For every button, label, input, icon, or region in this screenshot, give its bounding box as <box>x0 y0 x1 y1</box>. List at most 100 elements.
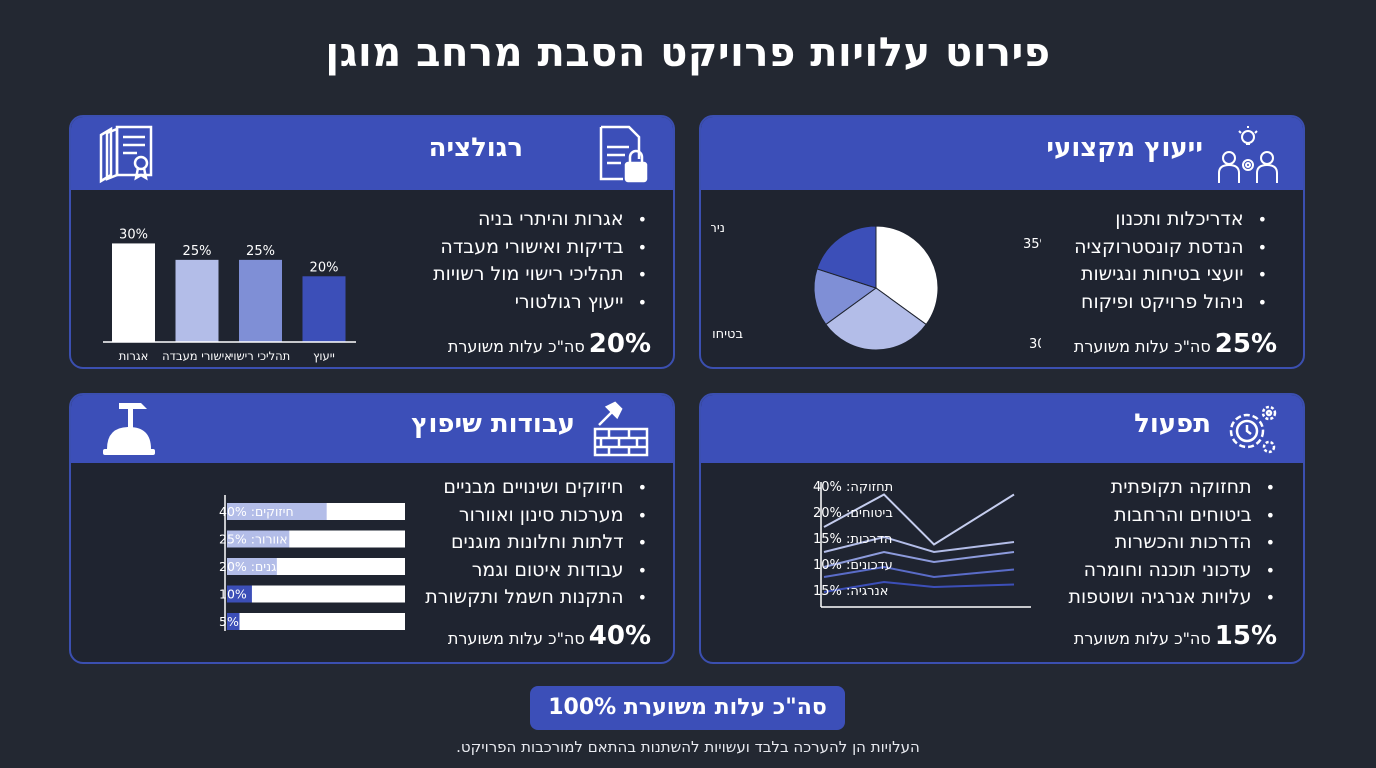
bar-category-label: אגרות <box>119 349 149 363</box>
series-line <box>823 565 1015 579</box>
card-consulting: ייעוץ מקצועי אדריכלות ותכנון הנדסת קונסט… <box>699 115 1305 369</box>
series-line <box>823 493 1015 546</box>
list-item: יועצי בטיחות ונגישות <box>1074 261 1267 289</box>
card-title: רגולציה <box>428 133 523 163</box>
series-label: תחזוקה: 40% <box>813 480 893 495</box>
series-line <box>823 535 1015 554</box>
card-title: עבודות שיפוץ <box>411 409 575 439</box>
bar-value-label: 25% <box>246 244 275 259</box>
consult-total: 25%סה"כ עלות משוערת <box>1074 329 1277 359</box>
line-chart: תחזוקה: 40% ביטוחים: 20% הדרכות: 15% עדכוני… <box>813 480 1031 608</box>
bar <box>239 259 282 342</box>
bar <box>227 503 327 520</box>
bar-value-label: 25% <box>183 244 212 259</box>
list-item: דלתות וחלונות מוגנים <box>425 529 647 557</box>
card-header <box>71 395 673 463</box>
bar-category-label: ייעוץ <box>313 349 335 363</box>
total-percent: 40% <box>588 621 651 651</box>
list-item: אדריכלות ותכנון <box>1074 206 1267 234</box>
pie-label: ניהול פרויקט: 20% <box>711 221 725 236</box>
bar <box>227 613 240 630</box>
bar-category-label: תהליכי רישוי <box>231 349 290 363</box>
total-percent: 15% <box>1214 621 1277 651</box>
bar <box>302 276 346 342</box>
series-line <box>823 550 1015 568</box>
regulation-total: 20%סה"כ עלות משוערת <box>448 329 651 359</box>
pie-label: בטיחות: 15% <box>711 327 743 342</box>
list-item: עבודות איטום וגמר <box>425 557 647 585</box>
bar-track <box>227 585 405 603</box>
card-header <box>701 117 1303 190</box>
bar-category-label: פתחים מוגנים: 20% <box>219 559 328 574</box>
total-percent: 25% <box>1214 329 1277 359</box>
bar <box>227 530 290 548</box>
renovation-list: חיזוקים ושינויים מבניים מערכות סינון ואו… <box>425 474 647 612</box>
consult-list: אדריכלות ותכנון הנדסת קונסטרוקציה יועצי … <box>1074 206 1267 316</box>
list-item: הנדסת קונסטרוקציה <box>1074 234 1267 262</box>
list-item: אגרות והיתרי בניה <box>433 206 647 234</box>
pie-label: אדריכלות: 35% <box>1023 237 1041 252</box>
footnote: העלויות הן להערכה בלבד ועשויות להשתנות ב… <box>456 738 920 756</box>
documents-certificate-icon <box>99 125 153 184</box>
horizontal-bar-chart: חיזוקים: 40% מערכות אוורור: 25% פתחים מוגנ… <box>219 495 405 631</box>
operation-total: 15%סה"כ עלות משוערת <box>1074 621 1277 651</box>
bar-track <box>227 613 405 630</box>
page-title: פירוט עלויות פרויקט הסבת מרחב מוגן <box>325 30 1051 76</box>
bar <box>175 259 219 342</box>
bar-category-label: מערכות אוורור: 25% <box>219 532 333 547</box>
list-item: ייעוץ רגולטורי <box>433 289 647 317</box>
total-label: סה"כ עלות משוערת <box>447 629 585 648</box>
bar-category-label: אישורי מעבדה <box>162 349 232 363</box>
total-percent: 20% <box>588 329 651 359</box>
bar <box>112 243 155 342</box>
pie-label: קונסטרוקציה: 30% <box>1029 337 1041 352</box>
pie-slice <box>816 225 877 289</box>
bar-chart: 30% אגרות 25% אישורי מעבדה 25% תהליכי רישוי 20… <box>103 227 356 363</box>
card-operation: תפעול תחזוקה תקופתית ביטוחים והרחבות הדר… <box>699 393 1305 664</box>
team-gear-lightbulb-icon <box>1218 126 1278 183</box>
locked-document-icon <box>599 125 648 183</box>
regulation-list: אגרות והיתרי בניה בדיקות ואישורי מעבדה ת… <box>433 206 647 316</box>
pie-slice <box>813 268 878 326</box>
list-item: עדכוני תוכנה וחומרה <box>1069 557 1276 585</box>
bar-value-label: 30% <box>119 227 148 242</box>
card-header <box>71 117 673 190</box>
card-renovation: עבודות שיפוץ חיזוקים ושינויים מבניים מער… <box>69 393 675 664</box>
operation-list: תחזוקה תקופתית ביטוחים והרחבות הדרכות וה… <box>1069 474 1276 612</box>
pie-chart: אדריכלות: 35% קונסטרוקציה: 30% בטיחות: 15%… <box>711 221 1041 352</box>
series-label: הדרכות: 15% <box>813 532 892 547</box>
total-label: סה"כ עלות משוערת <box>1073 337 1211 356</box>
renovation-total: 40%סה"כ עלות משוערת <box>448 621 651 651</box>
bar-category-label: חיזוקים: 40% <box>219 504 294 519</box>
list-item: תהליכי רישוי מול רשויות <box>433 261 647 289</box>
bar-value-label: 20% <box>310 260 339 275</box>
list-item: חיזוקים ושינויים מבניים <box>425 474 647 502</box>
series-line <box>823 580 1015 593</box>
bar <box>227 558 277 575</box>
grand-total-badge: סה"כ עלות משוערת 100% <box>530 686 845 730</box>
bar-category-label: עבודות גמר: 10% <box>219 587 317 602</box>
list-item: מערכות סינון ואוורור <box>425 502 647 530</box>
list-item: ניהול פרויקט ופיקוח <box>1074 289 1267 317</box>
pie-slice <box>875 225 939 326</box>
series-label: אנרגיה: 15% <box>813 584 888 599</box>
list-item: הדרכות והכשרות <box>1069 529 1276 557</box>
gears-clock-icon <box>1229 405 1277 454</box>
card-title: ייעוץ מקצועי <box>1046 133 1203 163</box>
total-label: סה"כ עלות משוערת <box>1073 629 1211 648</box>
brick-wall-hammer-icon <box>593 401 649 457</box>
card-regulation: רגולציה אגרות והיתרי בניה בדיקות ואישורי… <box>69 115 675 369</box>
list-item: תחזוקה תקופתית <box>1069 474 1276 502</box>
hardhat-hammer-icon <box>103 403 155 455</box>
list-item: עלויות אנרגיה ושוטפות <box>1069 584 1276 612</box>
series-label: ביטוחים: 20% <box>813 506 893 521</box>
list-item: התקנות חשמל ותקשורת <box>425 584 647 612</box>
list-item: ביטוחים והרחבות <box>1069 502 1276 530</box>
card-header <box>701 395 1303 463</box>
series-label: עדכונים: 10% <box>813 558 893 573</box>
total-label: סה"כ עלות משוערת <box>447 337 585 356</box>
bar-category-label: חשמל ותקשורת: 5% <box>219 614 332 629</box>
pie-slice <box>825 287 927 351</box>
bar <box>227 585 252 603</box>
list-item: בדיקות ואישורי מעבדה <box>433 234 647 262</box>
